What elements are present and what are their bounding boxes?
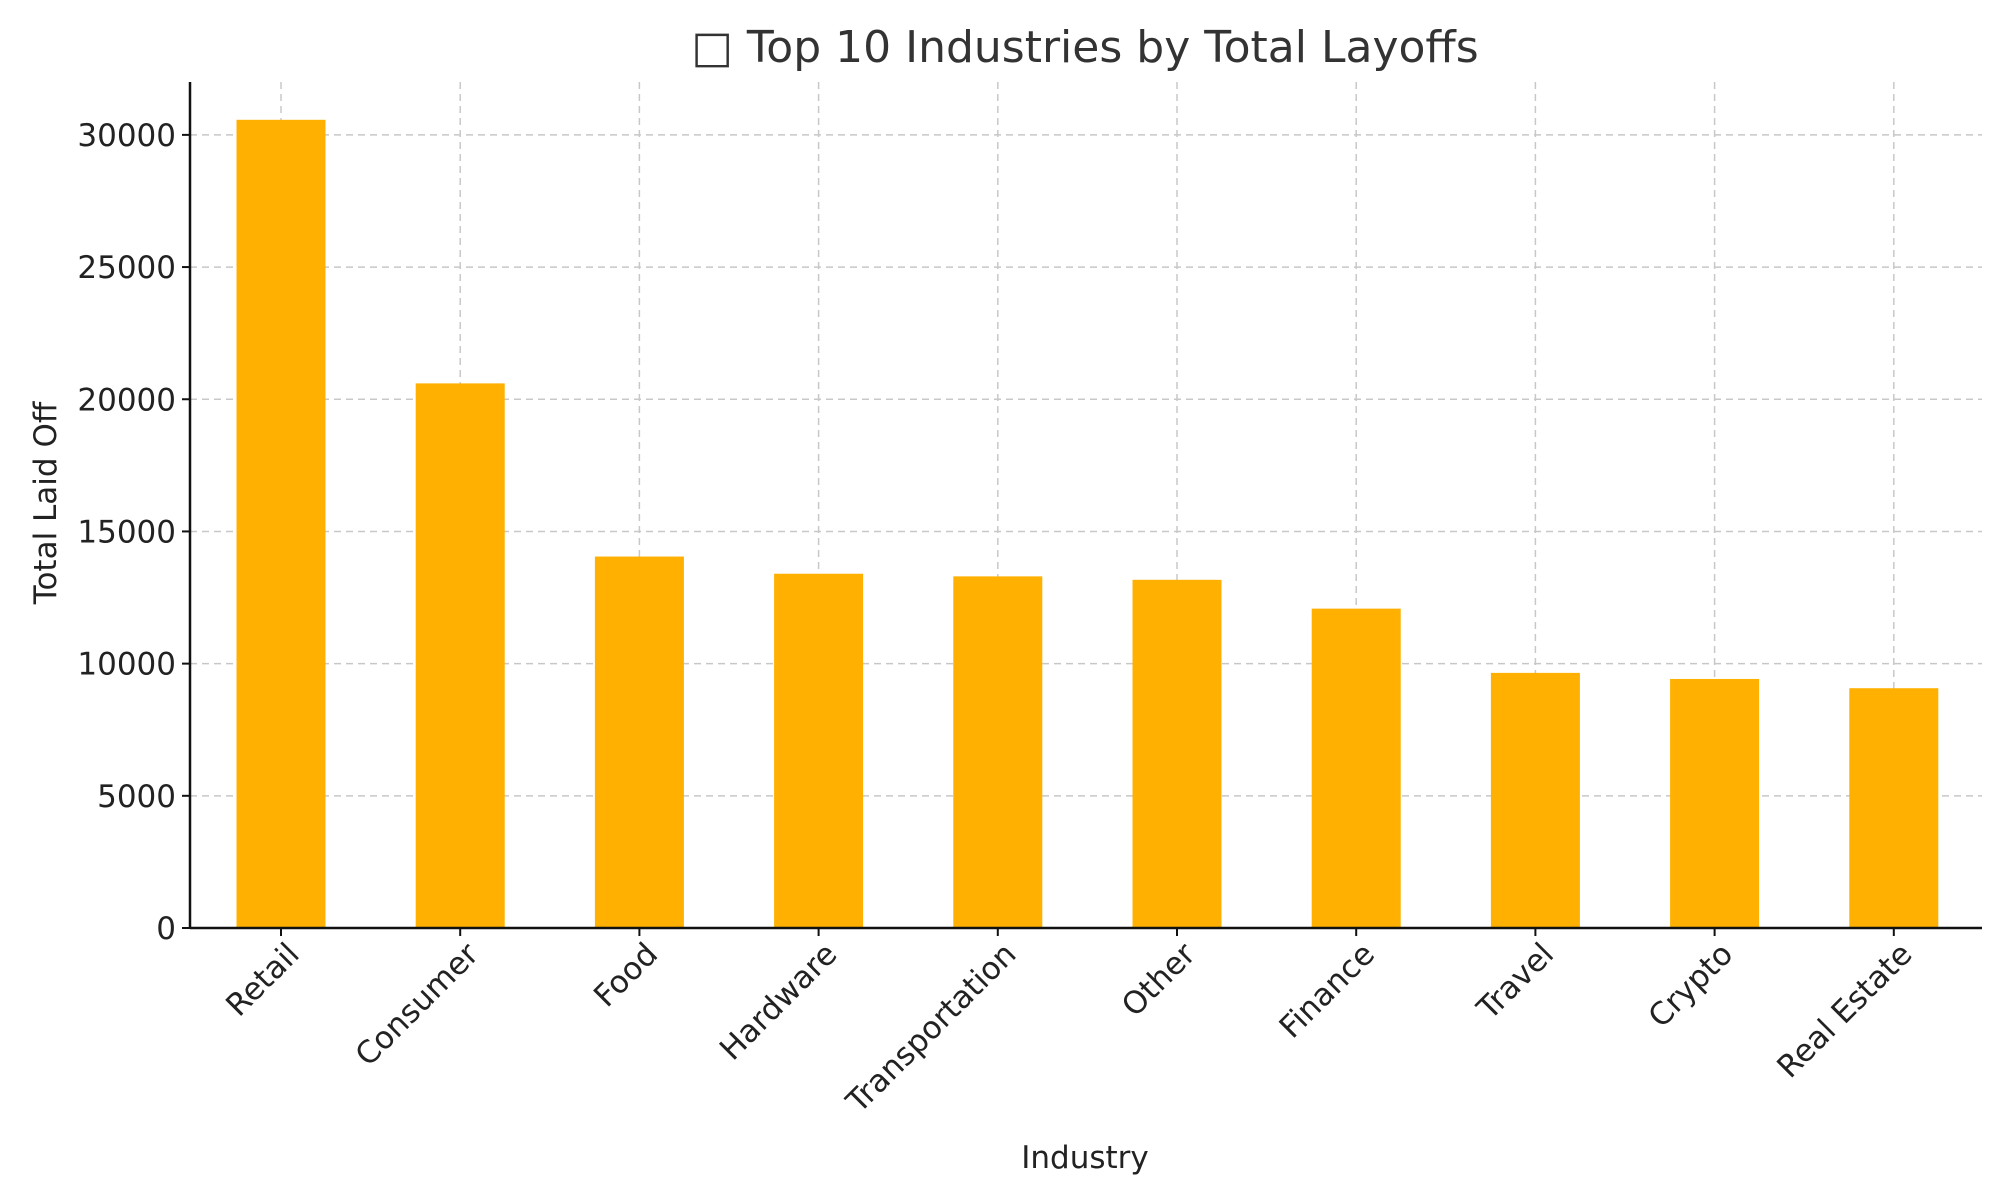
bar-crypto xyxy=(1670,678,1760,928)
bar-travel xyxy=(1490,672,1580,928)
bar-food xyxy=(594,556,684,928)
bar-consumer xyxy=(415,383,505,928)
bar-retail xyxy=(236,119,326,929)
x-tick-label: Transportation xyxy=(839,936,1023,1120)
chart-title: □ Top 10 Industries by Total Layoffs xyxy=(691,22,1478,73)
x-tick-label: Retail xyxy=(219,936,306,1023)
x-tick-labels: Retail Consumer Food HardwareTransportation… xyxy=(219,936,1919,1121)
y-tick-label: 25000 xyxy=(77,250,176,286)
y-tick-labels: 0 5000 10000 15000 20000 25000 30000 xyxy=(77,118,176,947)
y-tick-label: 10000 xyxy=(77,647,176,683)
bar-other xyxy=(1132,579,1222,928)
y-tick-label: 20000 xyxy=(77,382,176,418)
y-tick-label: 5000 xyxy=(97,779,176,815)
bar-finance xyxy=(1311,608,1401,928)
x-tick-label: Other xyxy=(1115,936,1203,1024)
y-axis-label: Total Laid Off xyxy=(28,401,64,605)
x-tick-label: Travel xyxy=(1470,936,1561,1027)
bar-transportation xyxy=(953,576,1043,928)
y-tick-label: 30000 xyxy=(77,118,176,154)
x-tick-label: Food xyxy=(587,936,665,1014)
bar-hardware xyxy=(774,573,864,928)
x-tick-label: Crypto xyxy=(1642,936,1741,1035)
x-axis-label: Industry xyxy=(1021,1140,1149,1176)
bar-real-estate xyxy=(1849,688,1939,928)
x-tick-label: Real Estate xyxy=(1770,936,1919,1085)
axes xyxy=(182,82,1982,936)
y-tick-label: 0 xyxy=(156,911,176,947)
x-tick-label: Finance xyxy=(1273,936,1382,1045)
x-tick-label: Hardware xyxy=(713,936,844,1067)
x-tick-label: Consumer xyxy=(349,936,486,1073)
bars xyxy=(236,119,1939,929)
y-tick-label: 15000 xyxy=(77,514,176,550)
